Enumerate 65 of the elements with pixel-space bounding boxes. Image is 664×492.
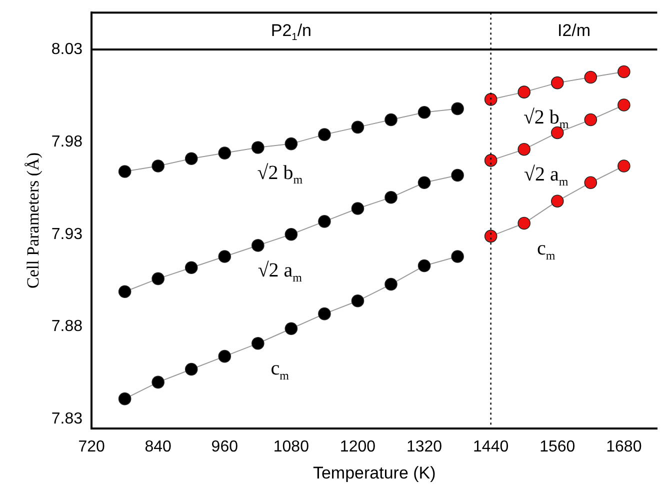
point [518, 86, 531, 98]
point [550, 76, 564, 90]
point [518, 216, 531, 230]
point [318, 215, 331, 228]
point [584, 176, 598, 190]
point [384, 191, 398, 204]
point [152, 160, 164, 172]
point [284, 228, 298, 241]
point [451, 102, 464, 116]
point [152, 376, 164, 389]
point [152, 272, 164, 286]
point [618, 65, 630, 78]
x-tick-label: 1200 [340, 438, 376, 456]
point [451, 168, 464, 182]
point [550, 194, 564, 208]
x-tick-label: 1080 [273, 438, 310, 456]
point [484, 230, 498, 243]
point [318, 307, 331, 320]
point [550, 126, 564, 140]
y-tick-label: 7.83 [51, 410, 83, 428]
point [584, 70, 598, 84]
x-tick-label: 720 [78, 438, 105, 456]
x-tick-label: 840 [144, 438, 172, 456]
y-axis-title: Cell Parameters (Å) [24, 152, 43, 288]
point [284, 137, 298, 150]
point [284, 322, 298, 336]
point [184, 261, 198, 274]
y-tick-label: 7.88 [51, 318, 83, 336]
point [484, 154, 498, 167]
point [618, 160, 630, 172]
point [118, 285, 132, 298]
point [252, 141, 264, 154]
point [184, 362, 198, 376]
point [584, 113, 598, 126]
point [118, 392, 132, 406]
point [418, 259, 431, 272]
point [184, 152, 198, 165]
x-tick-label: 960 [211, 438, 238, 456]
point [384, 113, 398, 126]
point [451, 250, 464, 263]
point [252, 239, 264, 252]
x-tick-label: 1560 [540, 438, 576, 456]
point [484, 93, 498, 106]
point [118, 165, 132, 178]
x-tick-label: 1440 [473, 438, 509, 456]
y-tick-label: 7.93 [51, 226, 83, 243]
point [218, 250, 232, 263]
point [351, 294, 364, 308]
annotation: I2/m [557, 20, 591, 40]
point [418, 176, 431, 190]
point [418, 106, 431, 119]
point [351, 120, 364, 134]
point [618, 98, 630, 112]
x-axis-title: Temperature (K) [312, 463, 436, 482]
point [218, 350, 232, 363]
y-tick-label: 7.98 [51, 133, 83, 150]
x-tick-label: 1680 [606, 438, 642, 456]
point [518, 142, 531, 156]
y-tick-label: 8.03 [51, 40, 83, 58]
point [351, 202, 364, 215]
point [218, 146, 232, 160]
x-tick-label: 1320 [406, 438, 442, 456]
point [252, 336, 264, 350]
point [318, 128, 331, 141]
point [384, 278, 398, 291]
